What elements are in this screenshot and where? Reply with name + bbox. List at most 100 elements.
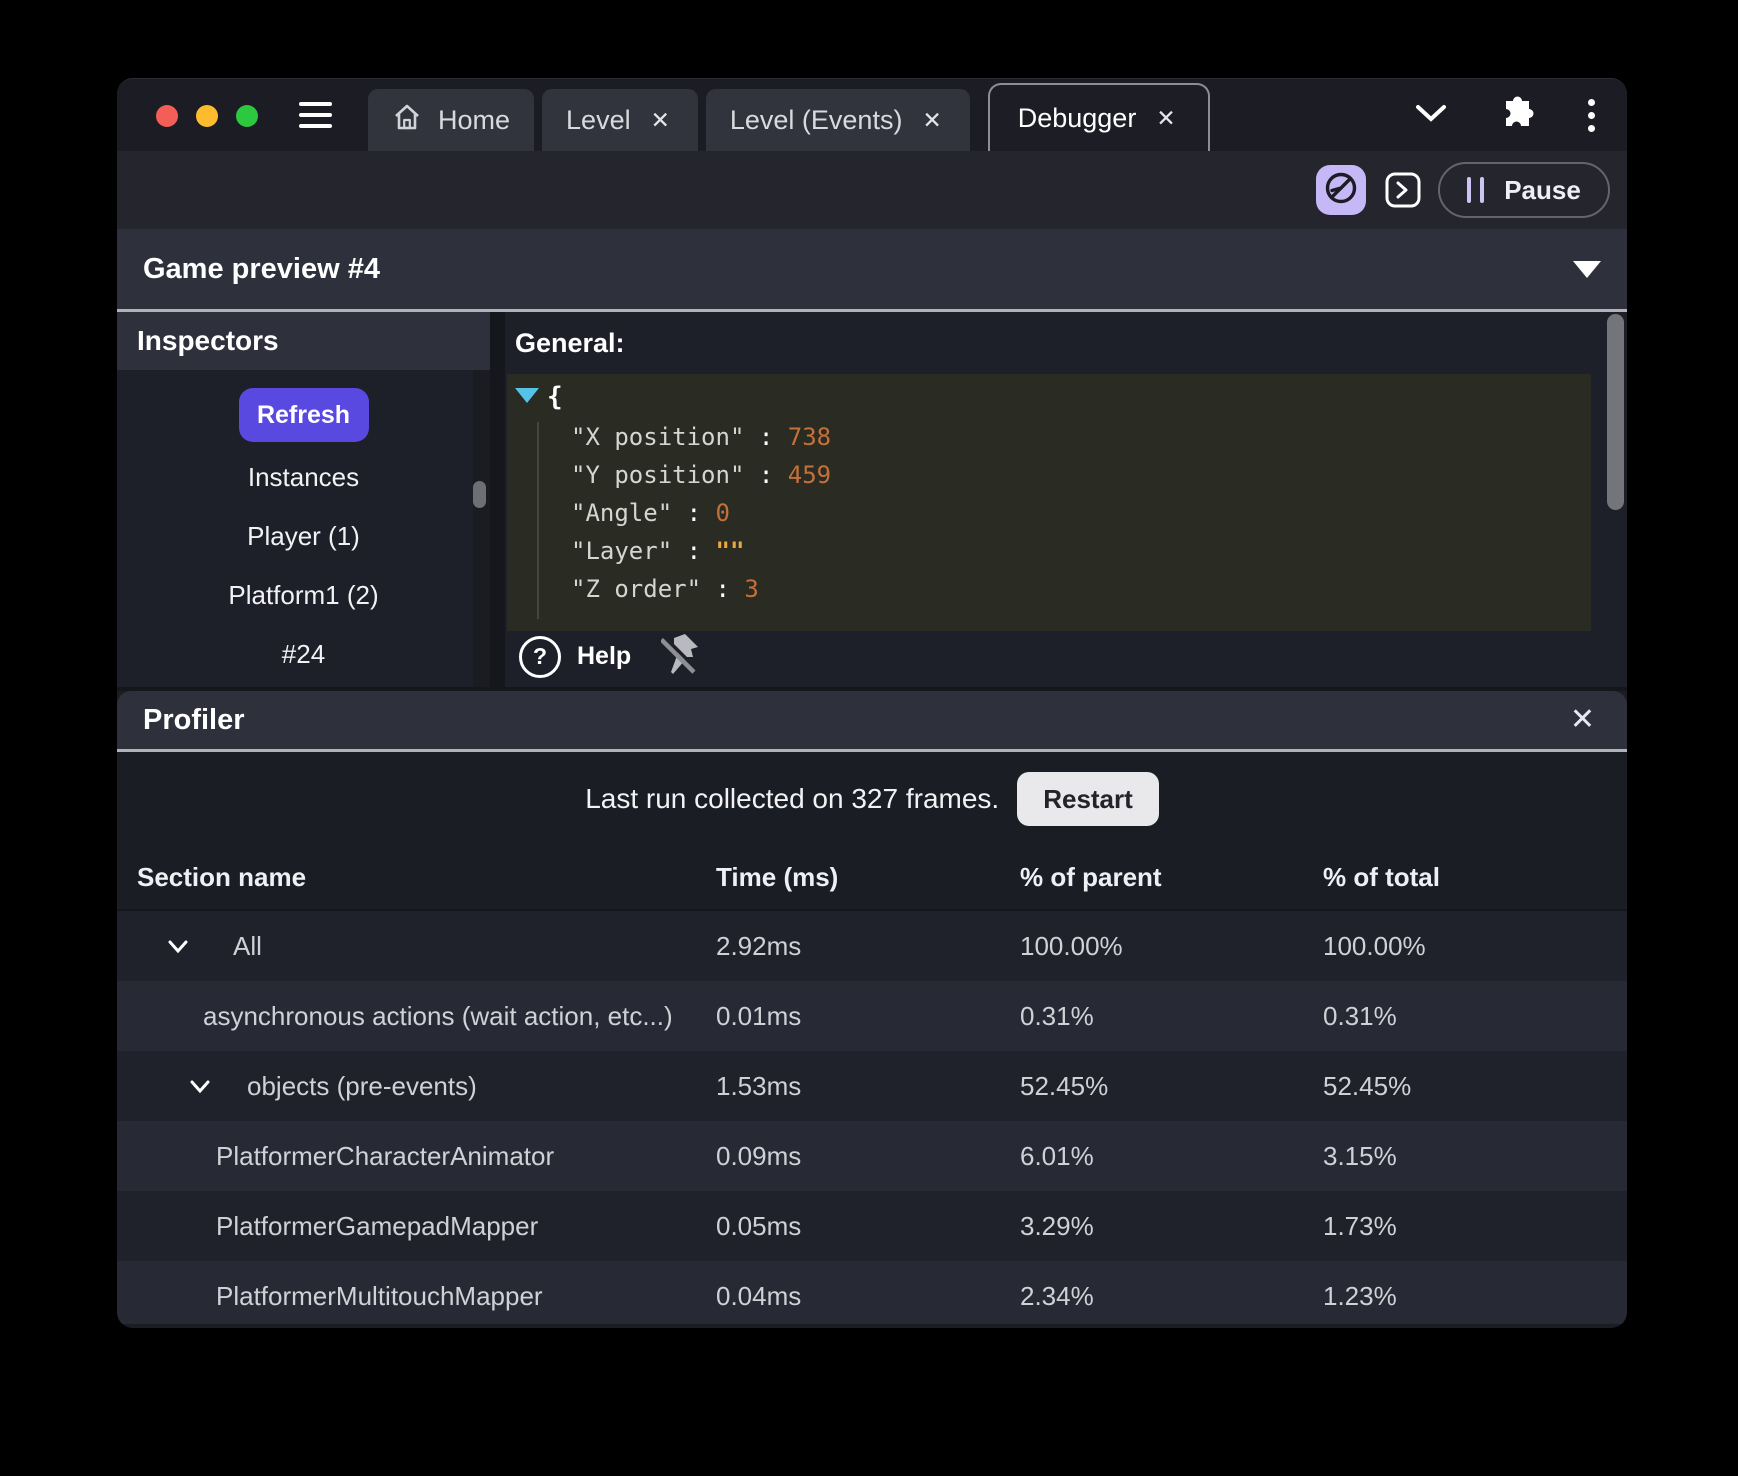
help-row: ? Help [519,632,701,681]
more-options-kebab-icon[interactable] [1584,95,1599,136]
profiler-table-header: Section name Time (ms) % of parent % of … [117,846,1627,911]
property-lines: "X position" : 738 "Y position" : 459 "A… [571,423,832,603]
time-value: 0.09ms [716,1140,802,1171]
pct-total-value: 100.00% [1323,930,1426,961]
chevron-down-icon[interactable] [167,931,189,962]
tab-label: Home [438,104,511,135]
pct-parent-value: 6.01% [1020,1140,1094,1171]
inspectors-title: Inspectors [117,312,490,370]
tab-debugger[interactable]: Debugger ✕ [987,83,1210,151]
tab-label: Level [566,104,631,135]
profiler-title: Profiler [143,703,245,736]
general-panel: General: { "X position" : 738 "Y positio… [505,312,1627,687]
general-title: General: [515,328,625,358]
profiler-gauge-button[interactable] [1316,165,1366,215]
inspectors-panel: Inspectors Refresh Instances Player (1) … [117,312,490,687]
tab-label: Level (Events) [729,104,903,135]
column-time: Time (ms) [716,862,839,892]
column-pct-total: % of total [1323,862,1440,892]
inspectors-scrollbar-track[interactable] [473,370,490,687]
pct-parent-value: 3.29% [1020,1210,1094,1241]
refresh-button[interactable]: Refresh [238,388,369,442]
inspector-item-platform1[interactable]: Platform1 (2) [228,580,379,610]
restart-button[interactable]: Restart [1017,772,1159,826]
menu-hamburger-icon[interactable] [299,102,332,128]
table-row[interactable]: PlatformerCharacterAnimator 0.09ms 6.01%… [117,1121,1627,1191]
pause-button[interactable]: Pause [1438,162,1610,218]
help-label[interactable]: Help [577,642,632,670]
property-key: "Layer" [571,537,673,565]
property-key: "X position" [571,423,745,451]
pct-total-value: 0.31% [1323,1000,1397,1031]
pct-total-value: 52.45% [1323,1070,1412,1101]
game-preview-header[interactable]: Game preview #4 [117,229,1627,312]
time-value: 1.53ms [716,1070,802,1101]
time-value: 0.05ms [716,1210,802,1241]
collapse-caret-icon[interactable] [1573,260,1601,278]
general-scrollbar-thumb[interactable] [1607,314,1624,510]
tab-strip: Home Level ✕ Level (Events) ✕ Debugger ✕ [368,83,1218,151]
close-icon[interactable]: ✕ [650,106,670,133]
property-value: 738 [787,423,832,451]
property-key: "Y position" [571,461,745,489]
time-value: 2.92ms [716,930,802,961]
pct-total-value: 3.15% [1323,1140,1397,1171]
pct-total-value: 1.73% [1323,1210,1397,1241]
console-button[interactable] [1384,171,1422,209]
tab-level[interactable]: Level ✕ [542,89,698,151]
pct-total-value: 1.23% [1323,1280,1397,1311]
inspector-item-player[interactable]: Player (1) [247,521,360,551]
property-value: 3 [744,575,759,603]
extensions-puzzle-icon[interactable] [1496,93,1536,138]
section-gap [117,687,1627,691]
close-icon[interactable]: ✕ [1569,703,1595,736]
titlebar-actions [1414,79,1599,151]
help-icon[interactable]: ? [519,635,561,678]
open-brace: { [547,382,563,412]
inspector-item-instances[interactable]: Instances [247,462,360,492]
game-preview-title: Game preview #4 [143,252,380,285]
column-pct-parent: % of parent [1020,862,1162,892]
debugger-content: Inspectors Refresh Instances Player (1) … [117,312,1627,687]
pct-parent-value: 2.34% [1020,1280,1094,1311]
section-name: PlatformerGamepadMapper [216,1210,539,1241]
pct-parent-value: 0.31% [1020,1000,1094,1031]
home-icon [392,102,422,139]
window-minimize-button[interactable] [196,105,218,127]
expand-triangle-icon[interactable] [515,388,539,403]
profiler-header: Profiler ✕ [117,691,1627,752]
inspectors-scrollbar-thumb[interactable] [473,481,486,508]
table-row[interactable]: All 2.92ms 100.00% 100.00% [117,911,1627,981]
pct-parent-value: 52.45% [1020,1070,1109,1101]
window-close-button[interactable] [156,105,178,127]
section-name: asynchronous actions (wait action, etc..… [203,1000,673,1031]
close-icon[interactable]: ✕ [1156,104,1176,131]
property-value: 0 [715,499,730,527]
close-icon[interactable]: ✕ [922,106,942,133]
inspector-item-24[interactable]: #24 [281,639,326,669]
tab-level-events[interactable]: Level (Events) ✕ [705,89,970,151]
tab-home[interactable]: Home [368,89,535,151]
property-key: "Angle" [571,499,673,527]
tab-label: Debugger [1017,102,1137,133]
window-zoom-button[interactable] [236,105,258,127]
table-row[interactable]: PlatformerGamepadMapper 0.05ms 3.29% 1.7… [117,1191,1627,1261]
property-value: 459 [787,461,832,489]
unpin-icon[interactable] [660,632,701,681]
app-window: Home Level ✕ Level (Events) ✕ Debugger ✕ [117,78,1627,1328]
table-row[interactable]: PlatformerMultitouchMapper 0.04ms 2.34% … [117,1261,1627,1324]
chevron-down-icon[interactable] [1414,102,1448,129]
property-value: "" [715,537,745,565]
gauge-icon [1322,169,1360,212]
chevron-down-icon[interactable] [189,1071,211,1102]
pause-icon [1467,177,1485,203]
property-key: "Z order" [571,575,702,603]
column-section-name: Section name [137,862,307,892]
table-row[interactable]: objects (pre-events) 1.53ms 52.45% 52.45… [117,1051,1627,1121]
table-row[interactable]: asynchronous actions (wait action, etc..… [117,981,1627,1051]
pct-parent-value: 100.00% [1020,930,1123,961]
time-value: 0.01ms [716,1000,802,1031]
section-name: PlatformerCharacterAnimator [216,1140,555,1171]
profiler-status-text: Last run collected on 327 frames. [585,783,1000,814]
section-name: PlatformerMultitouchMapper [216,1280,543,1311]
